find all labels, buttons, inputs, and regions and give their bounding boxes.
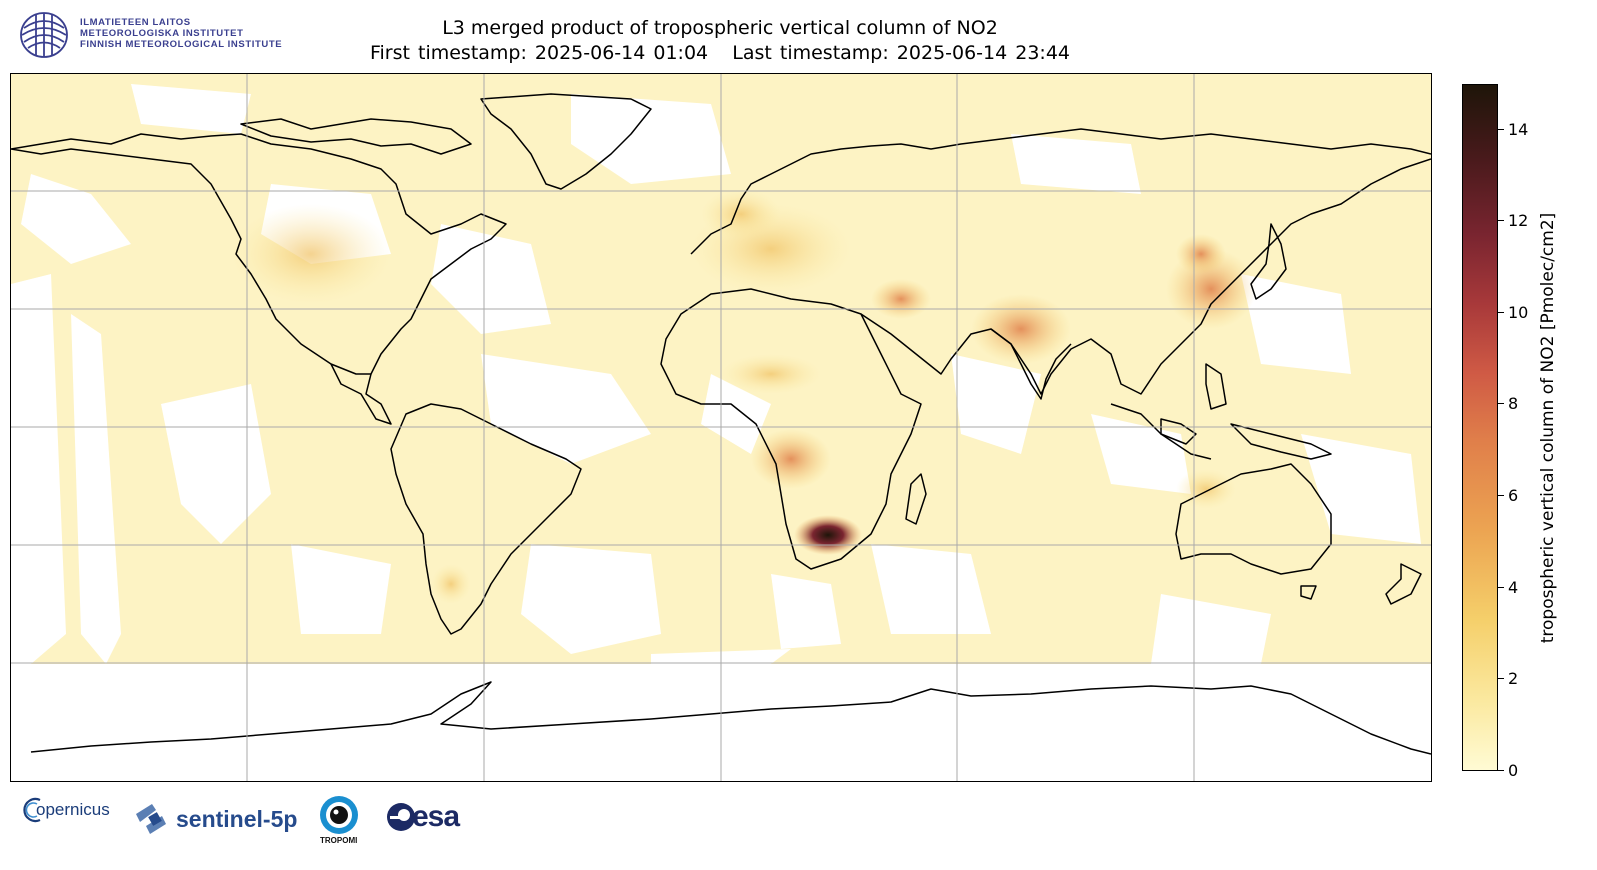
colorbar-tick bbox=[1498, 770, 1504, 771]
institute-line-en: FINNISH METEOROLOGICAL INSTITUTE bbox=[80, 39, 283, 50]
colorbar-tick-label: 0 bbox=[1508, 761, 1519, 780]
colorbar-tick bbox=[1498, 403, 1504, 404]
colorbar-tick bbox=[1498, 495, 1504, 496]
sentinel-satellite-icon bbox=[136, 804, 166, 834]
tropomi-eye-icon bbox=[320, 796, 358, 834]
colorbar-tick-label: 4 bbox=[1508, 578, 1519, 597]
copernicus-text: opernicus bbox=[36, 800, 110, 819]
esa-icon bbox=[387, 803, 415, 831]
colorbar-tick bbox=[1498, 220, 1504, 221]
partner-logos: opernicus sentinel-5p TROPOMI esa bbox=[0, 790, 600, 870]
institute-line-fi: ILMATIETEEN LAITOS bbox=[80, 17, 191, 28]
esa-logo: esa bbox=[386, 800, 460, 838]
fmi-emblem-icon bbox=[20, 12, 68, 58]
gridlines bbox=[11, 74, 1431, 781]
institute-name: ILMATIETEEN LAITOS METEOROLOGISKA INSTIT… bbox=[80, 17, 282, 50]
tropomi-logo: TROPOMI bbox=[318, 794, 360, 845]
copernicus-icon bbox=[23, 797, 41, 823]
colorbar-tick-label: 2 bbox=[1508, 669, 1519, 688]
colorbar-tick bbox=[1498, 678, 1504, 679]
esa-text: esa bbox=[412, 800, 460, 833]
colorbar-label: tropospheric vertical column of NO2 [Pmo… bbox=[1538, 212, 1558, 644]
colorbar-tick-label: 12 bbox=[1508, 211, 1529, 230]
colorbar-tick-label: 6 bbox=[1508, 486, 1519, 505]
figure-title: L3 merged product of tropospheric vertic… bbox=[230, 16, 1210, 66]
coastlines bbox=[11, 93, 1431, 755]
title-line-1: L3 merged product of tropospheric vertic… bbox=[442, 17, 998, 39]
tropomi-text: TROPOMI bbox=[320, 836, 358, 845]
colorbar-tick bbox=[1498, 312, 1504, 313]
colorbar-tick-label: 10 bbox=[1508, 303, 1529, 322]
no2-enhancements bbox=[231, 189, 1256, 604]
colorbar-tick-label: 8 bbox=[1508, 394, 1519, 413]
sentinel-logo: sentinel-5p bbox=[134, 800, 297, 844]
sentinel-text: sentinel-5p bbox=[176, 806, 298, 832]
map-canvas bbox=[11, 74, 1431, 781]
colorbar-tick bbox=[1498, 587, 1504, 588]
colorbar-tick-label: 14 bbox=[1508, 120, 1529, 139]
colorbar bbox=[1462, 84, 1498, 771]
institute-line-sv: METEOROLOGISKA INSTITUTET bbox=[80, 28, 244, 39]
fmi-logo: ILMATIETEEN LAITOS METEOROLOGISKA INSTIT… bbox=[18, 10, 308, 60]
title-timestamps: First timestamp: 2025-06-14 01:04 Last t… bbox=[369, 42, 1071, 64]
colorbar-tick bbox=[1498, 129, 1504, 130]
no2-map bbox=[10, 73, 1432, 782]
